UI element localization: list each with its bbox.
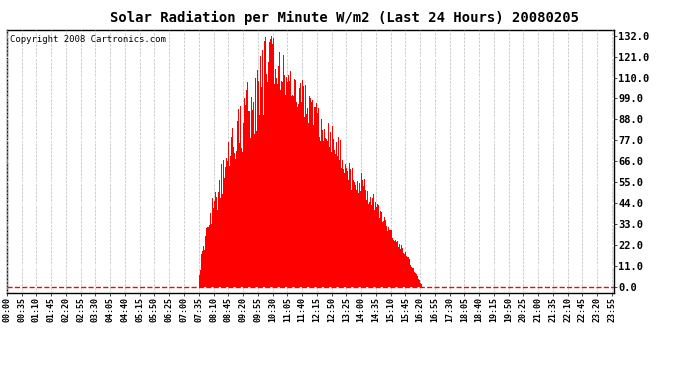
- Text: Solar Radiation per Minute W/m2 (Last 24 Hours) 20080205: Solar Radiation per Minute W/m2 (Last 24…: [110, 11, 580, 26]
- Text: Copyright 2008 Cartronics.com: Copyright 2008 Cartronics.com: [10, 35, 166, 44]
